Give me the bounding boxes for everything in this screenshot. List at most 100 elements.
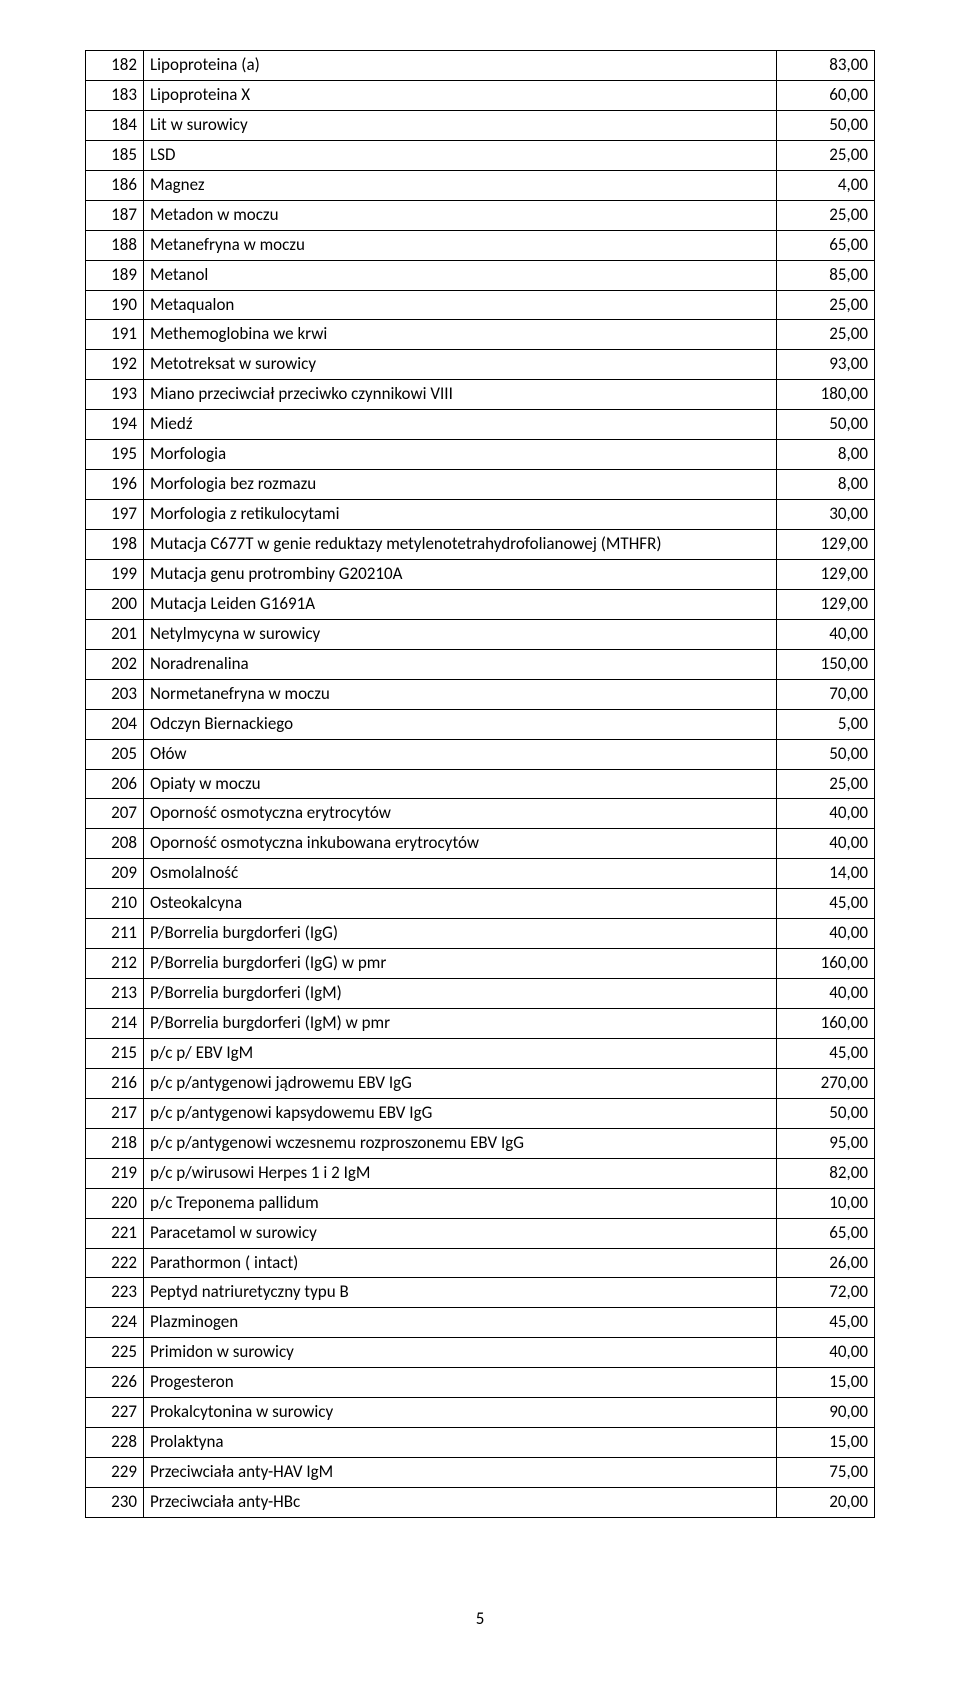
row-value: 40,00 <box>777 799 875 829</box>
row-value: 129,00 <box>777 559 875 589</box>
row-value: 15,00 <box>777 1428 875 1458</box>
row-value: 40,00 <box>777 829 875 859</box>
row-number: 214 <box>86 1009 144 1039</box>
row-name: Mutacja genu protrombiny G20210A <box>144 559 777 589</box>
table-row: 221Paracetamol w surowicy65,00 <box>86 1218 875 1248</box>
row-value: 8,00 <box>777 470 875 500</box>
row-number: 184 <box>86 110 144 140</box>
table-row: 224Plazminogen45,00 <box>86 1308 875 1338</box>
row-value: 20,00 <box>777 1488 875 1518</box>
row-number: 203 <box>86 679 144 709</box>
table-row: 195Morfologia8,00 <box>86 440 875 470</box>
table-row: 222Parathormon ( intact)26,00 <box>86 1248 875 1278</box>
row-name: Przeciwciała anty-HBc <box>144 1488 777 1518</box>
table-row: 207Oporność osmotyczna erytrocytów40,00 <box>86 799 875 829</box>
row-name: Metotreksat w surowicy <box>144 350 777 380</box>
table-row: 204Odczyn Biernackiego5,00 <box>86 709 875 739</box>
table-row: 216p/c p/antygenowi jądrowemu EBV IgG270… <box>86 1068 875 1098</box>
row-name: Osteokalcyna <box>144 889 777 919</box>
row-name: Morfologia z retikulocytami <box>144 500 777 530</box>
table-row: 184Lit w surowicy50,00 <box>86 110 875 140</box>
table-row: 194Miedź50,00 <box>86 410 875 440</box>
table-row: 209Osmolalność14,00 <box>86 859 875 889</box>
row-value: 40,00 <box>777 619 875 649</box>
price-table: 182Lipoproteina (a)83,00183Lipoproteina … <box>85 50 875 1518</box>
row-value: 25,00 <box>777 290 875 320</box>
row-value: 90,00 <box>777 1398 875 1428</box>
row-value: 129,00 <box>777 530 875 560</box>
row-value: 150,00 <box>777 649 875 679</box>
row-value: 25,00 <box>777 320 875 350</box>
row-value: 40,00 <box>777 979 875 1009</box>
row-value: 40,00 <box>777 919 875 949</box>
row-value: 60,00 <box>777 80 875 110</box>
row-number: 207 <box>86 799 144 829</box>
row-value: 50,00 <box>777 739 875 769</box>
row-number: 216 <box>86 1068 144 1098</box>
table-row: 226Progesteron15,00 <box>86 1368 875 1398</box>
row-value: 45,00 <box>777 889 875 919</box>
row-number: 198 <box>86 530 144 560</box>
row-name: Miano przeciwciał przeciwko czynnikowi V… <box>144 380 777 410</box>
row-number: 210 <box>86 889 144 919</box>
table-row: 188Metanefryna w moczu65,00 <box>86 230 875 260</box>
table-row: 198Mutacja C677T w genie reduktazy metyl… <box>86 530 875 560</box>
table-row: 215p/c p/ EBV IgM45,00 <box>86 1038 875 1068</box>
table-row: 208Oporność osmotyczna inkubowana erytro… <box>86 829 875 859</box>
row-value: 50,00 <box>777 110 875 140</box>
row-name: Osmolalność <box>144 859 777 889</box>
row-value: 10,00 <box>777 1188 875 1218</box>
row-name: Prolaktyna <box>144 1428 777 1458</box>
row-name: Noradrenalina <box>144 649 777 679</box>
row-value: 75,00 <box>777 1458 875 1488</box>
row-name: Mutacja C677T w genie reduktazy metyleno… <box>144 530 777 560</box>
table-row: 182Lipoproteina (a)83,00 <box>86 51 875 81</box>
row-name: Przeciwciała anty-HAV IgM <box>144 1458 777 1488</box>
row-number: 199 <box>86 559 144 589</box>
row-number: 225 <box>86 1338 144 1368</box>
row-number: 230 <box>86 1488 144 1518</box>
row-value: 50,00 <box>777 410 875 440</box>
row-value: 25,00 <box>777 140 875 170</box>
row-value: 129,00 <box>777 589 875 619</box>
row-value: 25,00 <box>777 769 875 799</box>
row-name: Prokalcytonina w surowicy <box>144 1398 777 1428</box>
row-number: 201 <box>86 619 144 649</box>
row-number: 190 <box>86 290 144 320</box>
table-row: 189Metanol85,00 <box>86 260 875 290</box>
row-name: Morfologia bez rozmazu <box>144 470 777 500</box>
row-name: Metanefryna w moczu <box>144 230 777 260</box>
row-name: Oporność osmotyczna inkubowana erytrocyt… <box>144 829 777 859</box>
table-row: 200Mutacja Leiden G1691A129,00 <box>86 589 875 619</box>
row-number: 221 <box>86 1218 144 1248</box>
row-value: 26,00 <box>777 1248 875 1278</box>
row-name: Metanol <box>144 260 777 290</box>
row-number: 187 <box>86 200 144 230</box>
table-row: 186Magnez4,00 <box>86 170 875 200</box>
row-name: Methemoglobina we krwi <box>144 320 777 350</box>
row-value: 85,00 <box>777 260 875 290</box>
table-row: 202Noradrenalina150,00 <box>86 649 875 679</box>
table-row: 201Netylmycyna w surowicy40,00 <box>86 619 875 649</box>
row-number: 213 <box>86 979 144 1009</box>
row-value: 4,00 <box>777 170 875 200</box>
row-number: 182 <box>86 51 144 81</box>
row-name: P/Borrelia burgdorferi (IgG) <box>144 919 777 949</box>
row-name: p/c p/wirusowi Herpes 1 i 2 IgM <box>144 1158 777 1188</box>
row-value: 45,00 <box>777 1308 875 1338</box>
row-name: Lipoproteina X <box>144 80 777 110</box>
row-value: 50,00 <box>777 1098 875 1128</box>
row-value: 180,00 <box>777 380 875 410</box>
table-row: 199Mutacja genu protrombiny G20210A129,0… <box>86 559 875 589</box>
row-name: P/Borrelia burgdorferi (IgM) <box>144 979 777 1009</box>
row-number: 191 <box>86 320 144 350</box>
row-number: 194 <box>86 410 144 440</box>
row-number: 211 <box>86 919 144 949</box>
table-row: 227Prokalcytonina w surowicy90,00 <box>86 1398 875 1428</box>
table-row: 206Opiaty w moczu25,00 <box>86 769 875 799</box>
table-row: 193Miano przeciwciał przeciwko czynnikow… <box>86 380 875 410</box>
table-row: 192Metotreksat w surowicy93,00 <box>86 350 875 380</box>
row-name: Lit w surowicy <box>144 110 777 140</box>
row-number: 185 <box>86 140 144 170</box>
row-number: 227 <box>86 1398 144 1428</box>
